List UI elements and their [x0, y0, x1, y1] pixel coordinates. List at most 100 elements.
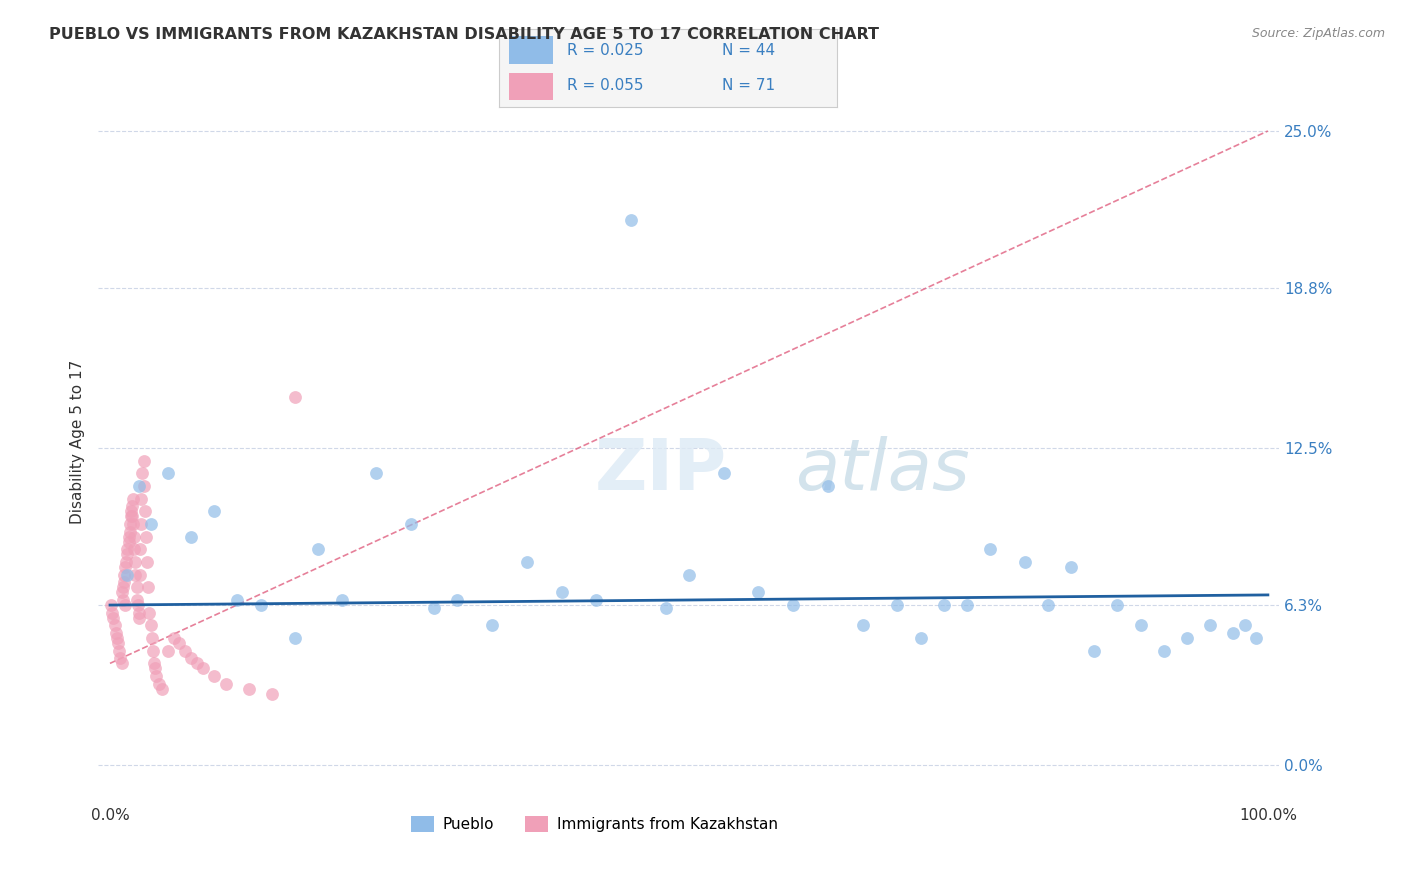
Text: R = 0.055: R = 0.055: [567, 78, 643, 93]
Point: [307, 542, 329, 557]
Point: [142, 643, 165, 657]
Point: [110, 657, 132, 671]
Point: [125, 593, 148, 607]
Point: [1233, 618, 1256, 632]
Point: [124, 567, 146, 582]
Point: [125, 580, 148, 594]
Point: [1036, 598, 1059, 612]
Point: [1014, 555, 1036, 569]
Point: [127, 598, 149, 612]
Point: [932, 598, 955, 612]
Point: [423, 600, 446, 615]
Point: [129, 491, 152, 506]
Point: [747, 585, 769, 599]
Point: [135, 530, 157, 544]
Point: [115, 555, 138, 569]
Point: [117, 534, 139, 549]
Point: [108, 643, 131, 657]
Point: [330, 593, 353, 607]
Point: [107, 636, 129, 650]
Point: [138, 606, 160, 620]
FancyBboxPatch shape: [509, 37, 553, 64]
Point: [136, 580, 159, 594]
Point: [585, 593, 607, 607]
Point: [105, 631, 128, 645]
Point: [100, 598, 122, 612]
Text: ZIP: ZIP: [595, 436, 727, 505]
Point: [249, 598, 271, 612]
Point: [284, 390, 307, 404]
Point: [910, 631, 932, 645]
Point: [886, 598, 908, 612]
Point: [110, 585, 132, 599]
Point: [956, 598, 979, 612]
Point: [655, 600, 678, 615]
Point: [121, 499, 143, 513]
Point: [163, 631, 186, 645]
Point: [150, 681, 173, 696]
Point: [128, 606, 150, 620]
Point: [238, 681, 260, 696]
Point: [143, 661, 166, 675]
Point: [132, 479, 155, 493]
Point: [104, 626, 127, 640]
Text: N = 44: N = 44: [721, 43, 775, 58]
Point: [112, 575, 135, 590]
Point: [129, 542, 152, 557]
FancyBboxPatch shape: [509, 72, 553, 100]
Point: [180, 530, 202, 544]
Point: [131, 467, 153, 481]
Point: [141, 631, 163, 645]
Point: [134, 504, 156, 518]
Y-axis label: Disability Age 5 to 17: Disability Age 5 to 17: [69, 359, 84, 524]
Point: [852, 618, 875, 632]
Point: [148, 676, 170, 690]
Point: [136, 555, 159, 569]
Point: [215, 676, 238, 690]
Point: [111, 593, 134, 607]
Point: [103, 611, 125, 625]
Point: [118, 516, 141, 531]
Text: R = 0.025: R = 0.025: [567, 43, 643, 58]
Legend: Pueblo, Immigrants from Kazakhstan: Pueblo, Immigrants from Kazakhstan: [405, 810, 785, 838]
Point: [782, 598, 804, 612]
Point: [132, 453, 155, 467]
Point: [111, 580, 134, 594]
Point: [156, 467, 179, 481]
Point: [101, 606, 124, 620]
Text: Source: ZipAtlas.com: Source: ZipAtlas.com: [1251, 27, 1385, 40]
Point: [979, 542, 1001, 557]
Point: [128, 479, 150, 493]
Point: [145, 669, 167, 683]
Point: [120, 504, 142, 518]
Point: [1060, 560, 1083, 574]
Point: [202, 504, 225, 518]
Point: [516, 555, 538, 569]
Point: [1222, 626, 1244, 640]
Point: [124, 542, 146, 557]
Text: atlas: atlas: [796, 436, 970, 505]
Point: [139, 618, 162, 632]
Point: [169, 636, 191, 650]
Point: [118, 524, 141, 539]
Point: [446, 593, 468, 607]
Point: [117, 542, 139, 557]
Point: [366, 467, 388, 481]
Point: [1246, 631, 1268, 645]
Point: [226, 593, 249, 607]
Point: [156, 643, 179, 657]
Point: [122, 491, 145, 506]
Point: [117, 567, 139, 582]
Point: [112, 567, 135, 582]
Point: [1129, 618, 1152, 632]
Point: [678, 567, 700, 582]
Point: [114, 598, 136, 612]
Point: [174, 643, 197, 657]
Text: N = 71: N = 71: [721, 78, 775, 93]
Point: [550, 585, 572, 599]
Text: PUEBLO VS IMMIGRANTS FROM KAZAKHSTAN DISABILITY AGE 5 TO 17 CORRELATION CHART: PUEBLO VS IMMIGRANTS FROM KAZAKHSTAN DIS…: [49, 27, 879, 42]
Point: [481, 618, 503, 632]
Point: [104, 618, 127, 632]
Point: [1199, 618, 1222, 632]
Point: [620, 212, 643, 227]
